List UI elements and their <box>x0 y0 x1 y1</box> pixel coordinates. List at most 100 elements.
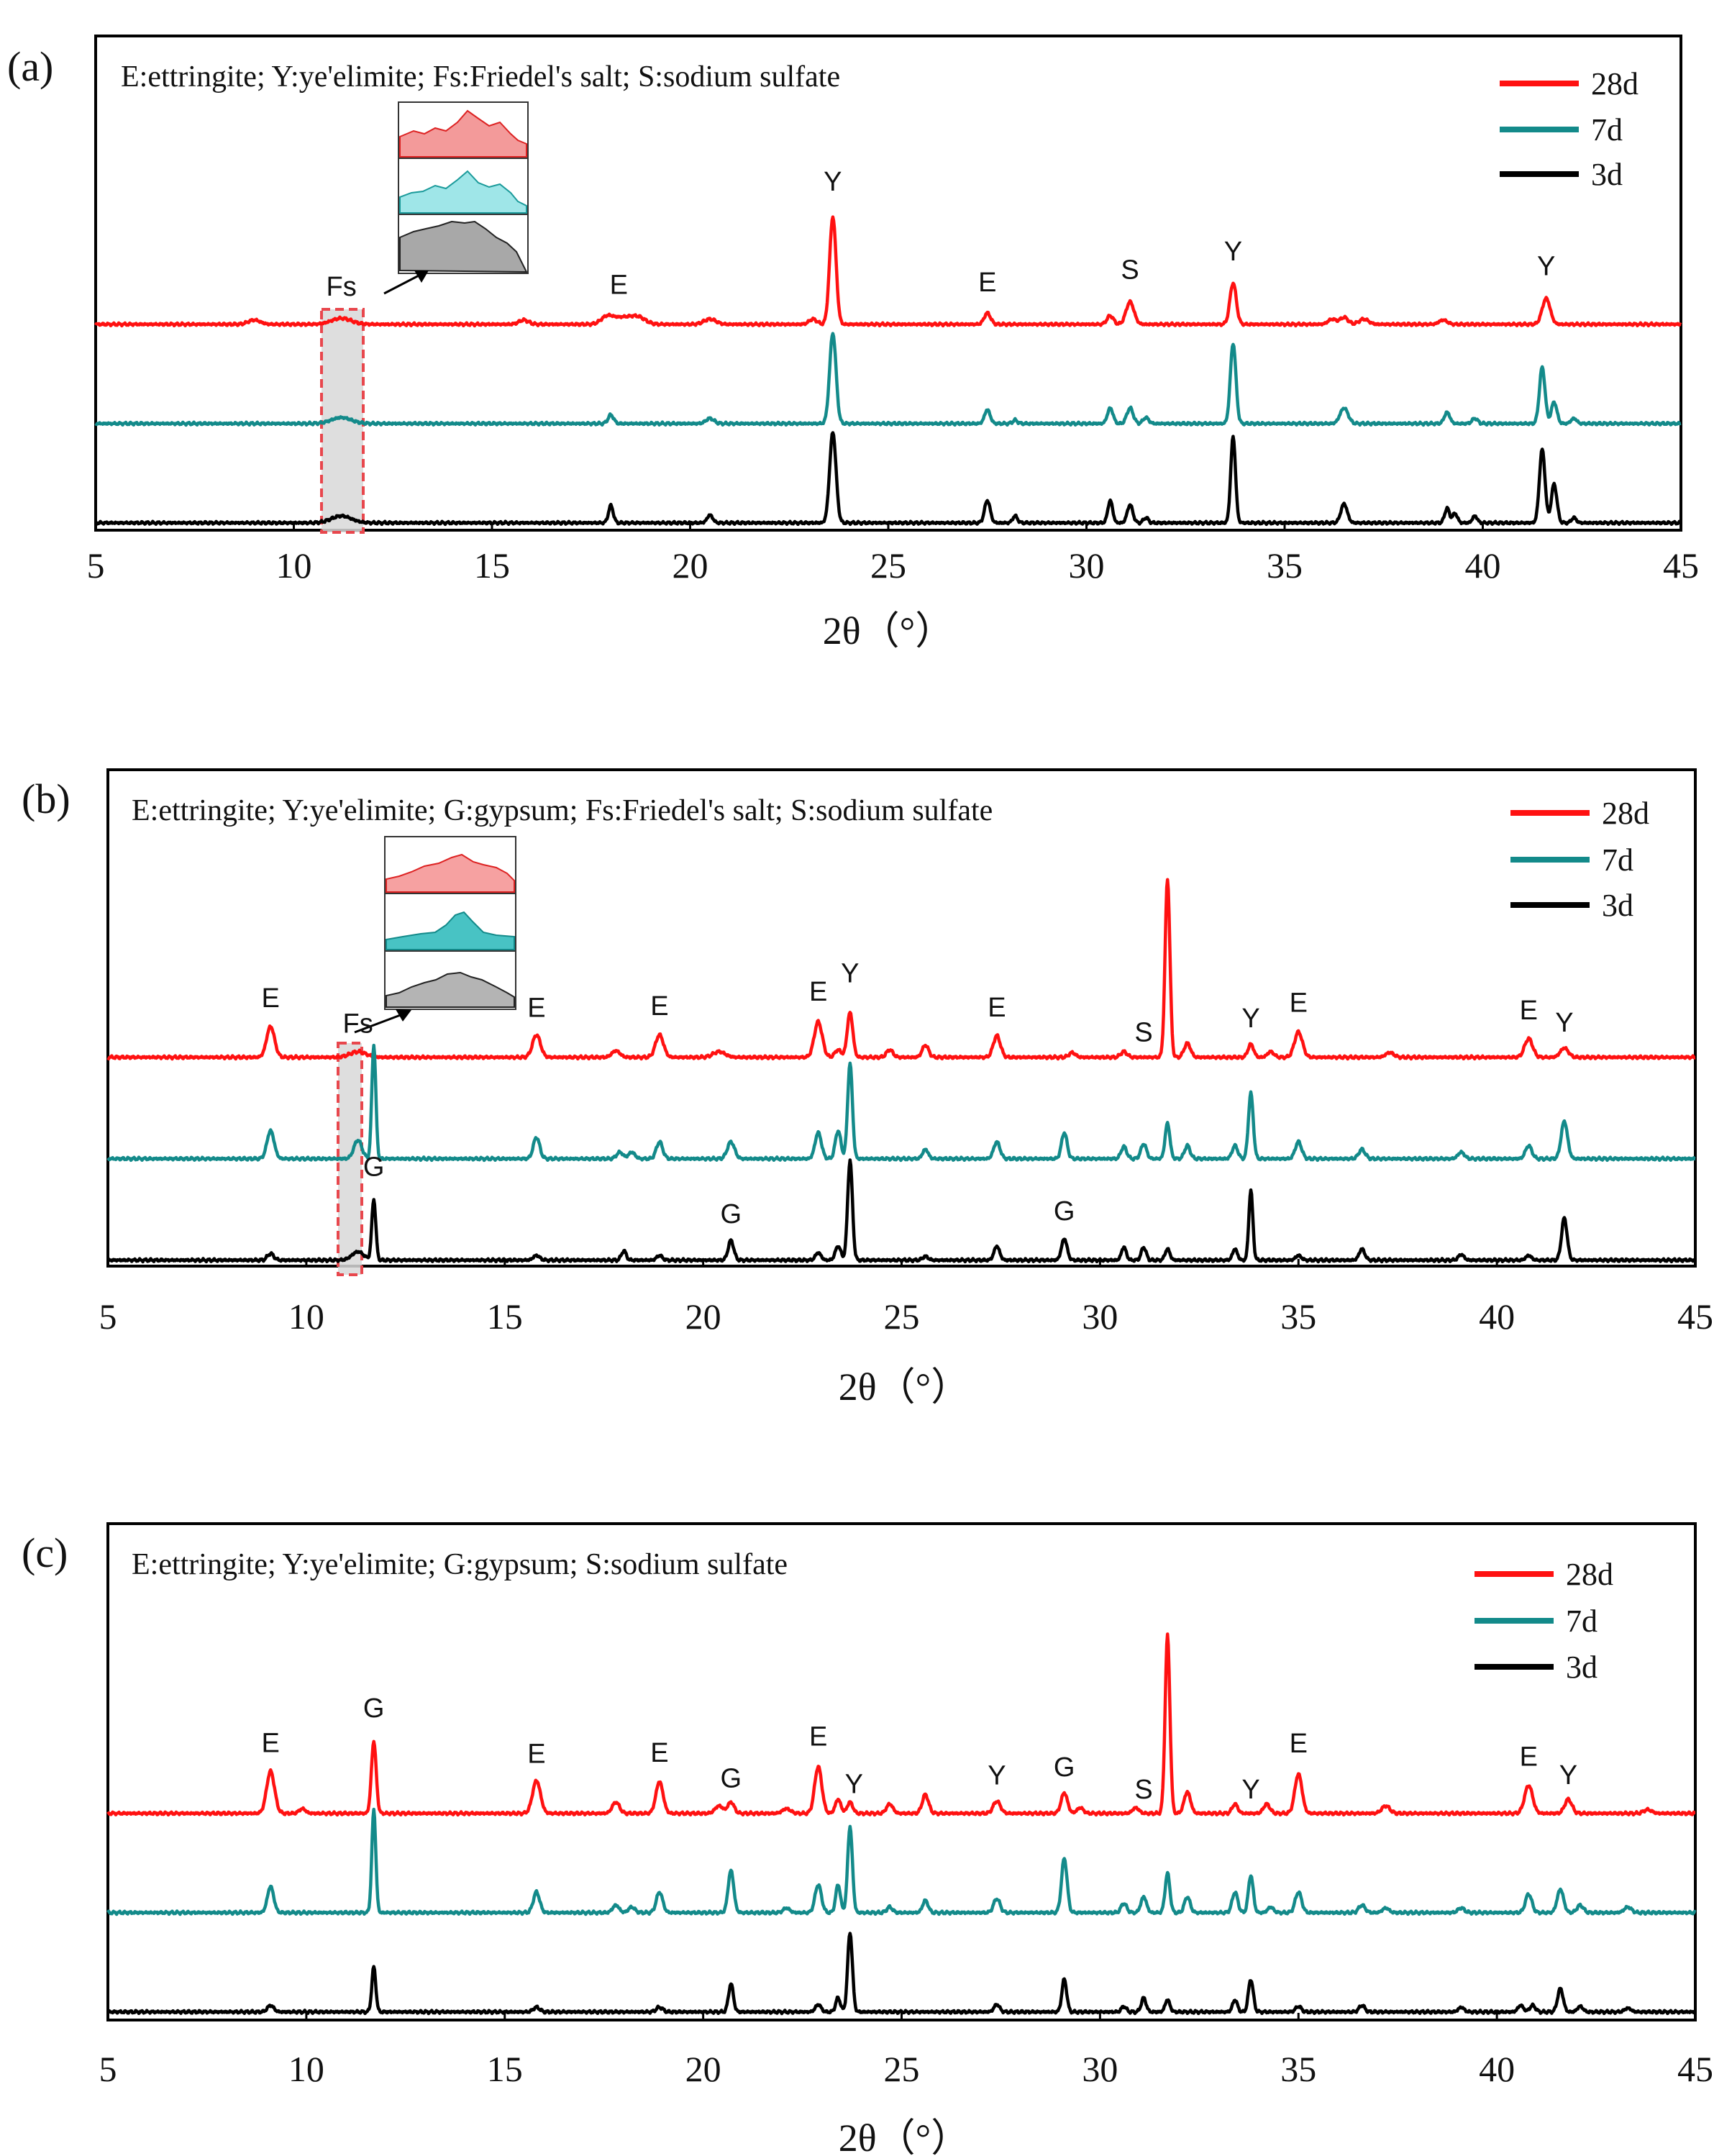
peak-label-b: G <box>1054 1196 1075 1227</box>
x-axis-label-b: 2θ（°） <box>839 1365 970 1409</box>
peak-label-a: Fs <box>327 272 357 302</box>
x-tick-label-c: 35 <box>1280 2049 1316 2089</box>
inset-7d-a <box>399 170 527 214</box>
x-tick-label-c: 15 <box>487 2049 523 2089</box>
panel-label-a: (a) <box>7 43 53 90</box>
peak-label-c: E <box>650 1738 668 1768</box>
peak-label-c: E <box>262 1728 280 1758</box>
x-tick-label-a: 20 <box>673 545 708 586</box>
peak-label-a: E <box>610 270 628 301</box>
inset-3d-b <box>386 971 515 1008</box>
series-28d-line-c <box>106 1632 1697 1817</box>
peak-label-c: E <box>527 1739 545 1769</box>
legend-c: 28d 7d 3d <box>1475 1557 1613 1685</box>
peak-label-b: G <box>363 1152 385 1182</box>
x-tick-label-b: 20 <box>685 1296 721 1337</box>
peak-label-b: Y <box>841 958 859 988</box>
peak-label-c: E <box>1290 1729 1308 1759</box>
peak-label-b: Y <box>1241 1004 1259 1034</box>
peak-label-b: S <box>1134 1018 1152 1048</box>
x-tick-label-a: 10 <box>276 545 312 586</box>
legend-label-3d-b: 3d <box>1602 888 1633 923</box>
peak-label-b: Y <box>1555 1008 1573 1038</box>
peak-label-b: E <box>527 993 545 1024</box>
x-tick-label-c: 10 <box>288 2049 324 2089</box>
inset-arrow-line-b <box>354 1012 405 1034</box>
peak-label-c: S <box>1134 1775 1152 1805</box>
peak-label-c: E <box>1520 1742 1538 1773</box>
peak-label-b: E <box>1290 988 1308 1018</box>
inset-3d-a <box>399 220 528 273</box>
legend-label-28d-c: 28d <box>1566 1557 1613 1592</box>
x-tick-label-c: 20 <box>685 2049 721 2089</box>
legend-label-3d-a: 3d <box>1591 157 1623 192</box>
peak-label-b: E <box>1520 996 1538 1026</box>
x-tick-label-b: 45 <box>1677 1296 1713 1337</box>
legend-label-7d-b: 7d <box>1602 842 1633 878</box>
panel-a: (a) E:ettringite; Y:ye'elimite; Fs:Fried… <box>7 35 1699 652</box>
x-tick-label-c: 40 <box>1479 2049 1515 2089</box>
peak-label-b: Fs <box>342 1009 373 1039</box>
peak-label-a: Y <box>1537 252 1555 282</box>
x-tick-label-b: 40 <box>1479 1296 1515 1337</box>
inset-a <box>383 101 529 295</box>
legend-label-28d-a: 28d <box>1591 66 1638 101</box>
x-tick-label-a: 30 <box>1069 545 1105 586</box>
peak-label-c: Y <box>988 1760 1006 1791</box>
inset-arrow-head-a <box>414 270 429 283</box>
x-tick-label-a: 25 <box>870 545 906 586</box>
x-tick-label-c: 45 <box>1677 2049 1713 2089</box>
series-7d-line-c <box>106 1807 1697 1916</box>
inset-7d-b <box>386 911 515 950</box>
inset-arrow-line-a <box>383 272 424 295</box>
legend-label-28d-b: 28d <box>1602 796 1649 831</box>
x-tick-label-b: 30 <box>1082 1296 1118 1337</box>
legend-title-c: E:ettringite; Y:ye'elimite; G:gypsum; S:… <box>132 1548 788 1581</box>
series-7d-line-a <box>94 332 1682 427</box>
annotations-layer-a: Fs E Y E S Y Y <box>327 167 1556 302</box>
x-tick-label-a: 5 <box>87 545 105 586</box>
inset-28d-a <box>399 109 527 158</box>
peak-label-a: Y <box>1224 237 1242 267</box>
series-7d-line-b <box>106 1043 1697 1163</box>
legend-a: 28d 7d 3d <box>1500 66 1638 192</box>
peak-label-b: E <box>262 983 280 1014</box>
ticks-layer-c: 5 10 15 20 25 30 35 40 45 <box>99 2013 1713 2089</box>
peak-label-b: E <box>650 991 668 1022</box>
peak-label-a: Y <box>824 167 842 197</box>
inset-b <box>354 836 516 1034</box>
x-tick-label-a: 15 <box>474 545 510 586</box>
legend-title-a: E:ettringite; Y:ye'elimite; Fs:Friedel's… <box>121 60 840 94</box>
x-tick-label-c: 5 <box>99 2049 117 2089</box>
series-layer-a <box>94 215 1682 527</box>
peak-label-a: E <box>978 268 996 298</box>
peak-label-c: Y <box>1241 1775 1259 1805</box>
legend-label-7d-a: 7d <box>1591 112 1623 147</box>
ticks-layer-a: 5 10 15 20 25 30 35 40 45 <box>87 523 1699 586</box>
inset-arrow-head-b <box>396 1009 411 1022</box>
peak-label-a: S <box>1121 255 1139 286</box>
x-tick-label-b: 5 <box>99 1296 117 1337</box>
peak-label-c: G <box>1054 1752 1075 1783</box>
x-tick-label-c: 25 <box>884 2049 920 2089</box>
panel-c: (c) E:ettringite; Y:ye'elimite; G:gypsum… <box>22 1522 1713 2156</box>
panel-label-c: (c) <box>22 1529 68 1576</box>
x-tick-label-b: 35 <box>1280 1296 1316 1337</box>
peak-label-b: E <box>988 993 1006 1023</box>
peak-label-c: G <box>363 1693 385 1724</box>
ticks-layer-b: 5 10 15 20 25 30 35 40 45 <box>99 1259 1713 1337</box>
plot-frame-c <box>106 1522 1697 2021</box>
series-28d-line-a <box>94 215 1682 328</box>
x-tick-label-c: 30 <box>1082 2049 1118 2089</box>
legend-title-b: E:ettringite; Y:ye'elimite; G:gypsum; Fs… <box>132 794 993 827</box>
peak-label-c: G <box>720 1763 742 1793</box>
inset-28d-b <box>386 853 515 893</box>
x-tick-label-a: 45 <box>1663 545 1699 586</box>
panel-label-b: (b) <box>22 775 70 822</box>
x-axis-label-c: 2θ（°） <box>839 2116 970 2156</box>
x-tick-label-b: 15 <box>487 1296 523 1337</box>
x-tick-label-b: 10 <box>288 1296 324 1337</box>
